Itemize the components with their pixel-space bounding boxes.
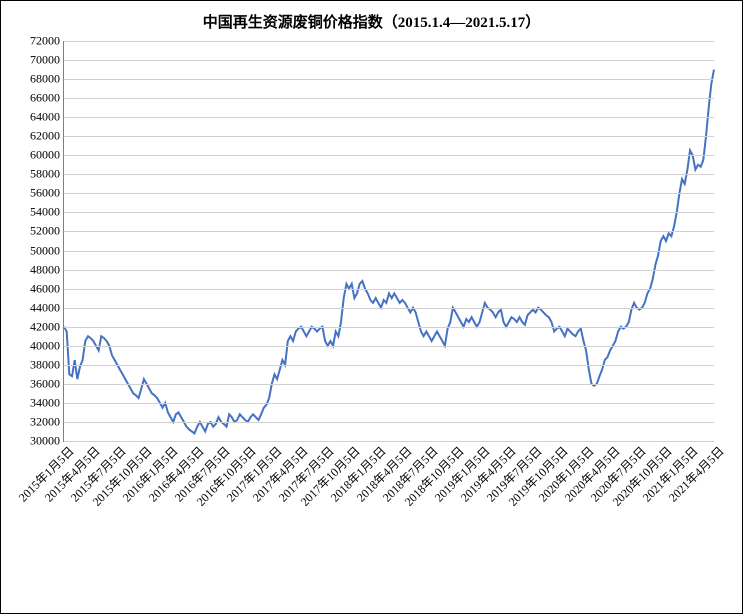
- y-axis-label: 44000: [30, 300, 64, 315]
- y-axis-label: 36000: [30, 376, 64, 391]
- gridline: [64, 174, 714, 175]
- gridline: [64, 327, 714, 328]
- y-axis-label: 52000: [30, 224, 64, 239]
- gridline: [64, 79, 714, 80]
- gridline: [64, 289, 714, 290]
- gridline: [64, 155, 714, 156]
- plot-area: 3000032000340003600038000400004200044000…: [63, 41, 714, 442]
- y-axis-label: 32000: [30, 414, 64, 429]
- y-axis-label: 70000: [30, 53, 64, 68]
- gridline: [64, 308, 714, 309]
- y-axis-label: 40000: [30, 338, 64, 353]
- y-axis-label: 72000: [30, 34, 64, 49]
- y-axis-label: 60000: [30, 148, 64, 163]
- y-axis-label: 54000: [30, 205, 64, 220]
- gridline: [64, 384, 714, 385]
- gridline: [64, 98, 714, 99]
- y-axis-label: 34000: [30, 395, 64, 410]
- chart-title: 中国再生资源废铜价格指数（2015.1.4—2021.5.17）: [1, 11, 742, 32]
- line-series: [64, 41, 714, 441]
- y-axis-label: 68000: [30, 72, 64, 87]
- y-axis-label: 48000: [30, 262, 64, 277]
- y-axis-label: 56000: [30, 186, 64, 201]
- gridline: [64, 270, 714, 271]
- gridline: [64, 193, 714, 194]
- gridline: [64, 441, 714, 442]
- gridline: [64, 117, 714, 118]
- gridline: [64, 231, 714, 232]
- gridline: [64, 422, 714, 423]
- gridline: [64, 365, 714, 366]
- y-axis-label: 58000: [30, 167, 64, 182]
- gridline: [64, 212, 714, 213]
- gridline: [64, 41, 714, 42]
- gridline: [64, 136, 714, 137]
- y-axis-label: 64000: [30, 110, 64, 125]
- gridline: [64, 346, 714, 347]
- chart-container: 中国再生资源废铜价格指数（2015.1.4—2021.5.17） 3000032…: [0, 0, 743, 614]
- gridline: [64, 60, 714, 61]
- y-axis-label: 66000: [30, 91, 64, 106]
- gridline: [64, 251, 714, 252]
- y-axis-label: 50000: [30, 243, 64, 258]
- y-axis-label: 42000: [30, 319, 64, 334]
- y-axis-label: 62000: [30, 129, 64, 144]
- y-axis-label: 46000: [30, 281, 64, 296]
- y-axis-label: 38000: [30, 357, 64, 372]
- gridline: [64, 403, 714, 404]
